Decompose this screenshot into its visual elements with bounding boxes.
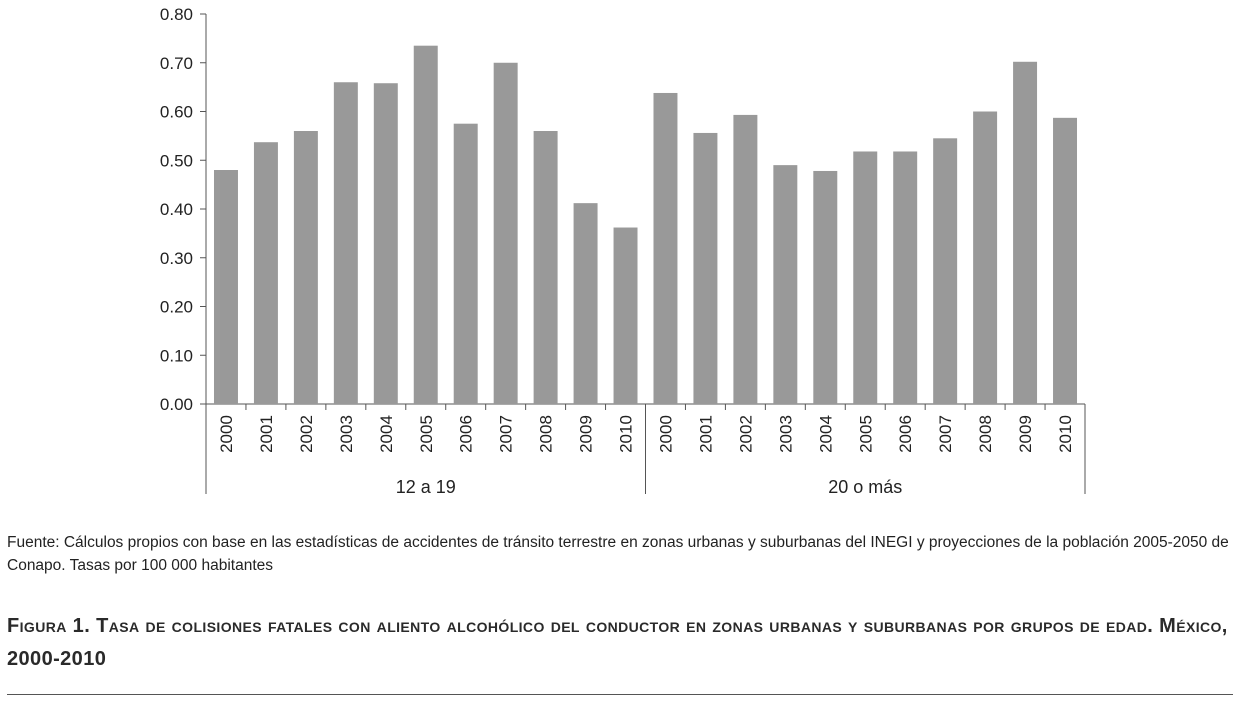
bar bbox=[733, 114, 758, 404]
bar bbox=[813, 170, 838, 404]
x-tick-label: 2007 bbox=[497, 415, 516, 453]
bar bbox=[213, 170, 238, 404]
x-tick-label: 2005 bbox=[417, 415, 436, 453]
x-tick-label: 2002 bbox=[297, 415, 316, 453]
bar bbox=[893, 151, 918, 404]
bar bbox=[693, 132, 718, 404]
bar bbox=[1053, 117, 1078, 405]
source-note: Fuente: Cálculos propios con base en las… bbox=[7, 534, 1229, 574]
x-tick-label: 2004 bbox=[816, 415, 835, 453]
bar bbox=[533, 131, 558, 404]
x-tick-label: 2010 bbox=[617, 415, 636, 453]
bar bbox=[613, 227, 638, 404]
bar bbox=[373, 83, 398, 404]
group-label: 12 a 19 bbox=[396, 477, 456, 497]
y-tick-label: 0.40 bbox=[160, 200, 193, 219]
x-tick-label: 2006 bbox=[457, 415, 476, 453]
x-tick-label: 2005 bbox=[856, 415, 875, 453]
bar bbox=[1013, 61, 1038, 405]
y-tick-label: 0.00 bbox=[160, 395, 193, 414]
bottom-divider bbox=[7, 694, 1233, 695]
y-tick-label: 0.60 bbox=[160, 103, 193, 122]
x-tick-label: 2008 bbox=[537, 415, 556, 453]
bar bbox=[773, 165, 798, 404]
bar bbox=[973, 111, 998, 404]
group-label: 20 o más bbox=[828, 477, 902, 497]
y-tick-label: 0.50 bbox=[160, 151, 193, 170]
x-tick-label: 2001 bbox=[257, 415, 276, 453]
bar bbox=[853, 151, 878, 404]
x-tick-label: 2000 bbox=[217, 415, 236, 453]
bar bbox=[253, 142, 278, 404]
bar bbox=[933, 138, 958, 404]
bar bbox=[493, 62, 518, 404]
x-tick-label: 2007 bbox=[936, 415, 955, 453]
bar bbox=[573, 203, 598, 404]
x-tick-label: 2006 bbox=[896, 415, 915, 453]
x-tick-label: 2001 bbox=[696, 415, 715, 453]
x-tick-label: 2003 bbox=[776, 415, 795, 453]
y-tick-label: 0.20 bbox=[160, 298, 193, 317]
bar bbox=[413, 45, 438, 404]
x-tick-label: 2009 bbox=[577, 415, 596, 453]
y-tick-label: 0.10 bbox=[160, 346, 193, 365]
figure-caption: Figura 1. Tasa de colisiones fatales con… bbox=[7, 615, 1228, 670]
bar bbox=[333, 82, 358, 404]
bar bbox=[653, 92, 678, 404]
y-tick-label: 0.80 bbox=[160, 5, 193, 24]
bar bbox=[293, 131, 318, 404]
bar-chart: 0.00 0.10 0.20 0.30 0.40 0.50 0.60 0.70 0.80 2000… bbox=[160, 5, 1086, 497]
x-tick-label: 2004 bbox=[377, 415, 396, 453]
x-tick-label: 2000 bbox=[656, 415, 675, 453]
y-tick-label: 0.70 bbox=[160, 54, 193, 73]
x-tick-label: 2010 bbox=[1056, 415, 1075, 453]
x-tick-label: 2003 bbox=[337, 415, 356, 453]
x-tick-label: 2002 bbox=[736, 415, 755, 453]
y-tick-label: 0.30 bbox=[160, 249, 193, 268]
bar bbox=[453, 123, 478, 404]
x-tick-label: 2009 bbox=[1016, 415, 1035, 453]
x-tick-label: 2008 bbox=[976, 415, 995, 453]
